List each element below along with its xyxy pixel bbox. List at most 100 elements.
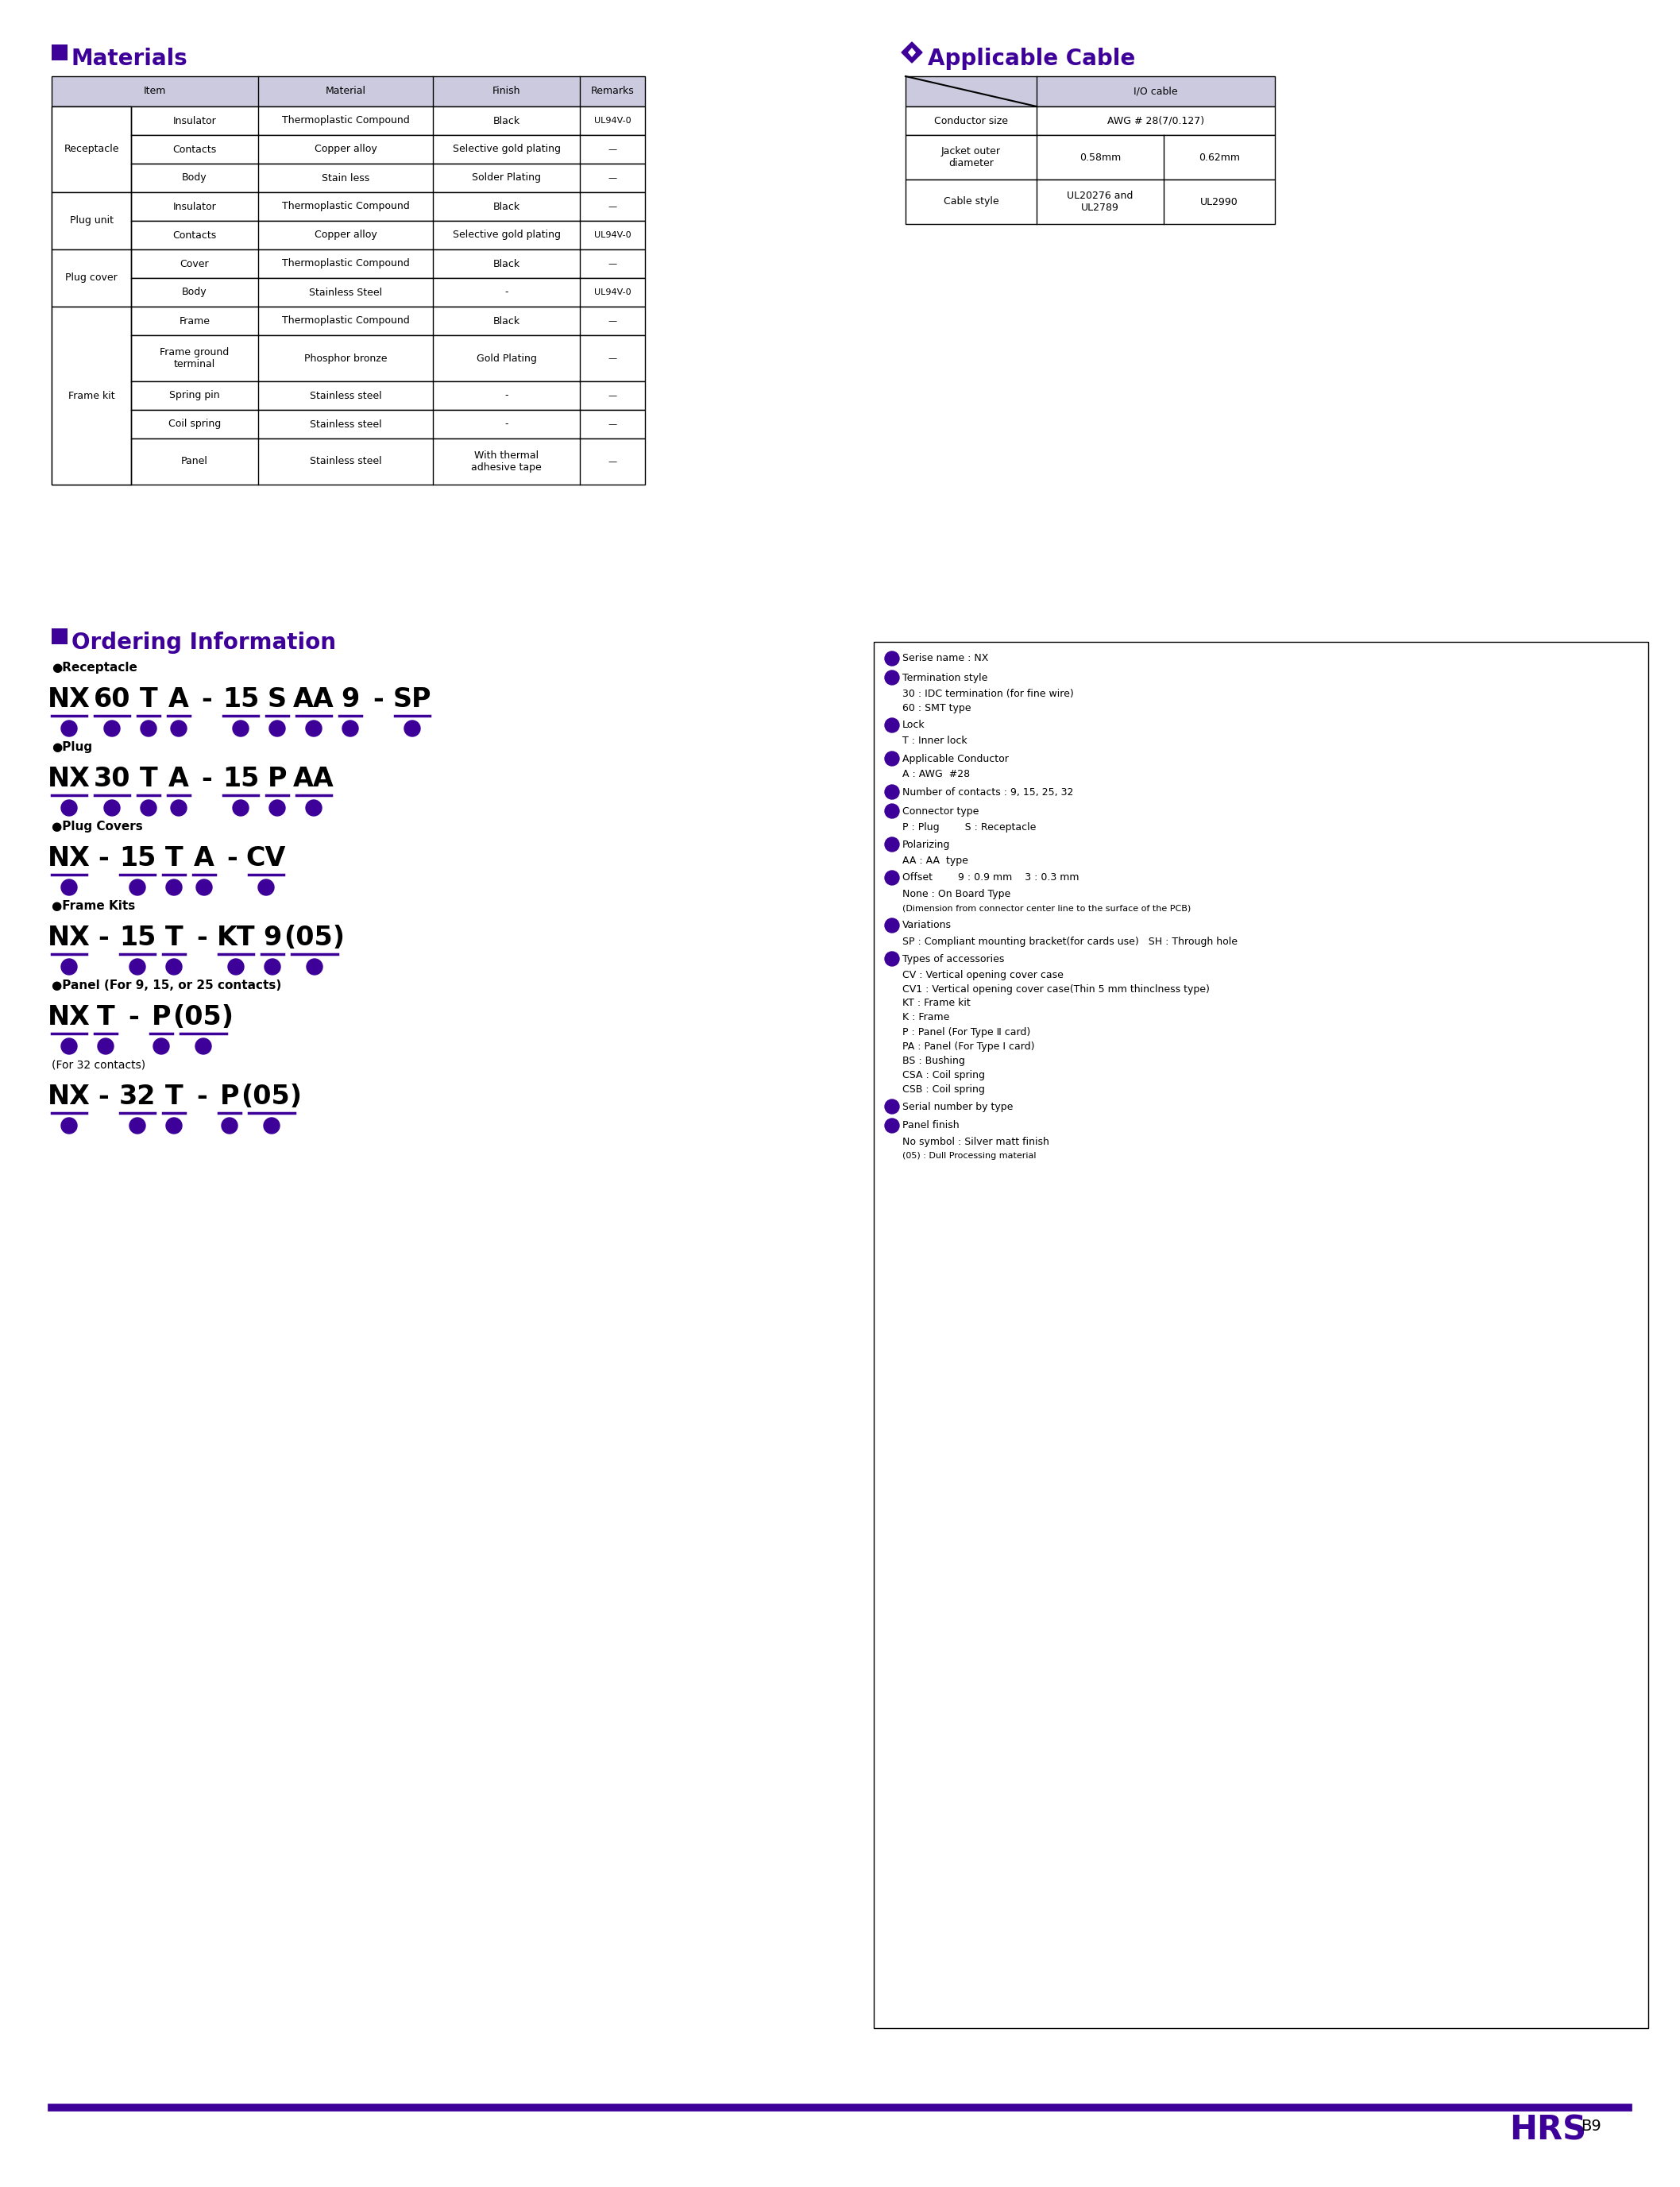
Text: Jacket outer
diameter: Jacket outer diameter	[941, 147, 1001, 168]
Text: P : Panel (For Type Ⅱ card): P : Panel (For Type Ⅱ card)	[902, 1026, 1030, 1037]
Text: 5: 5	[134, 1122, 141, 1131]
Text: 10: 10	[887, 956, 897, 962]
Text: -: -	[373, 687, 383, 713]
Text: K : Frame: K : Frame	[902, 1013, 949, 1024]
Text: NX: NX	[47, 1004, 91, 1030]
Circle shape	[104, 720, 119, 737]
Text: Solder Plating: Solder Plating	[472, 173, 541, 184]
Circle shape	[60, 720, 77, 737]
Text: CSB : Coil spring: CSB : Coil spring	[902, 1085, 984, 1094]
Text: 12: 12	[309, 962, 321, 971]
Text: (05): (05)	[284, 925, 344, 951]
Text: CV1 : Vertical opening cover case(Thin 5 mm thinclness type): CV1 : Vertical opening cover case(Thin 5…	[902, 984, 1210, 995]
Text: -: -	[504, 420, 507, 429]
Text: Panel finish: Panel finish	[902, 1120, 959, 1131]
Text: 5: 5	[134, 884, 141, 892]
Circle shape	[197, 879, 212, 894]
Bar	[52, 306, 131, 486]
Text: Material: Material	[326, 85, 366, 96]
Text: Types of accessories: Types of accessories	[902, 954, 1005, 964]
Polygon shape	[902, 42, 922, 63]
Text: Item: Item	[143, 85, 166, 96]
Bar	[52, 136, 645, 164]
Text: 1: 1	[66, 805, 72, 811]
Text: P: P	[151, 1004, 171, 1030]
Circle shape	[885, 919, 899, 932]
Circle shape	[264, 1118, 279, 1133]
Text: -: -	[227, 844, 237, 870]
Text: 3: 3	[146, 724, 151, 733]
Bar	[52, 628, 67, 645]
Text: 3: 3	[889, 722, 895, 728]
Text: P : Plug        S : Receptacle: P : Plug S : Receptacle	[902, 822, 1037, 831]
Circle shape	[166, 958, 181, 975]
Polygon shape	[907, 46, 917, 59]
Bar	[52, 164, 645, 192]
Text: UL2990: UL2990	[1200, 197, 1238, 208]
Text: T: T	[165, 844, 183, 870]
Text: 5: 5	[239, 724, 244, 733]
Circle shape	[171, 720, 186, 737]
Text: Thermoplastic Compound: Thermoplastic Compound	[282, 201, 410, 212]
Text: Selective gold plating: Selective gold plating	[452, 144, 561, 155]
Text: -: -	[504, 286, 507, 297]
Text: 7: 7	[311, 724, 318, 733]
Circle shape	[171, 800, 186, 816]
Text: PA : Panel (For Type Ⅰ card): PA : Panel (For Type Ⅰ card)	[902, 1041, 1035, 1052]
Circle shape	[60, 879, 77, 894]
Text: -: -	[97, 1083, 109, 1109]
Text: B9: B9	[1581, 2119, 1601, 2135]
Text: 9: 9	[264, 925, 282, 951]
Text: Serial number by type: Serial number by type	[902, 1102, 1013, 1111]
Text: 15: 15	[222, 765, 259, 792]
Text: 9: 9	[410, 724, 415, 733]
Bar	[906, 77, 1275, 107]
Text: (Dimension from connector center line to the surface of the PCB): (Dimension from connector center line to…	[902, 903, 1191, 912]
Text: 4: 4	[176, 805, 181, 811]
Text: 11: 11	[173, 724, 185, 733]
Text: Applicable Cable: Applicable Cable	[927, 48, 1136, 70]
Text: (05): (05)	[173, 1004, 234, 1030]
Text: 12: 12	[198, 1043, 208, 1050]
Text: CV: CV	[245, 844, 286, 870]
Circle shape	[885, 752, 899, 765]
Text: 2: 2	[889, 674, 895, 682]
Text: Frame ground
terminal: Frame ground terminal	[160, 348, 228, 370]
Circle shape	[264, 958, 281, 975]
Text: Remarks: Remarks	[591, 85, 633, 96]
Text: P: P	[267, 765, 287, 792]
Circle shape	[885, 1100, 899, 1113]
Text: 32: 32	[119, 1083, 156, 1109]
Text: 7: 7	[889, 840, 895, 849]
Text: 60 : SMT type: 60 : SMT type	[902, 702, 971, 713]
Text: 8: 8	[269, 962, 276, 971]
Text: Serise name : NX: Serise name : NX	[902, 654, 988, 663]
Text: 5: 5	[889, 787, 895, 796]
Text: Receptacle: Receptacle	[64, 144, 119, 155]
Text: Gold Plating: Gold Plating	[475, 352, 536, 363]
Text: 1: 1	[66, 1043, 72, 1050]
Circle shape	[343, 720, 358, 737]
Text: Contacts: Contacts	[173, 230, 217, 241]
Text: —: —	[608, 457, 617, 466]
Circle shape	[129, 879, 146, 894]
Text: Coil spring: Coil spring	[168, 420, 222, 429]
Text: 12: 12	[887, 1122, 897, 1131]
Text: A: A	[168, 687, 188, 713]
Circle shape	[141, 800, 156, 816]
Text: UL94V-0: UL94V-0	[595, 232, 632, 238]
Circle shape	[885, 1118, 899, 1133]
Bar	[52, 335, 645, 381]
Text: Plug unit: Plug unit	[69, 217, 113, 225]
Text: Offset        9 : 0.9 mm    3 : 0.3 mm: Offset 9 : 0.9 mm 3 : 0.3 mm	[902, 873, 1079, 884]
Bar	[52, 409, 645, 440]
Text: Cable style: Cable style	[944, 197, 998, 208]
Circle shape	[306, 720, 321, 737]
Text: —: —	[608, 260, 617, 267]
Text: —: —	[608, 144, 617, 153]
Bar	[906, 107, 1275, 136]
Text: 3: 3	[171, 962, 176, 971]
Text: 2: 2	[109, 724, 114, 733]
Circle shape	[885, 717, 899, 733]
Text: (For 32 contacts): (For 32 contacts)	[52, 1059, 146, 1069]
